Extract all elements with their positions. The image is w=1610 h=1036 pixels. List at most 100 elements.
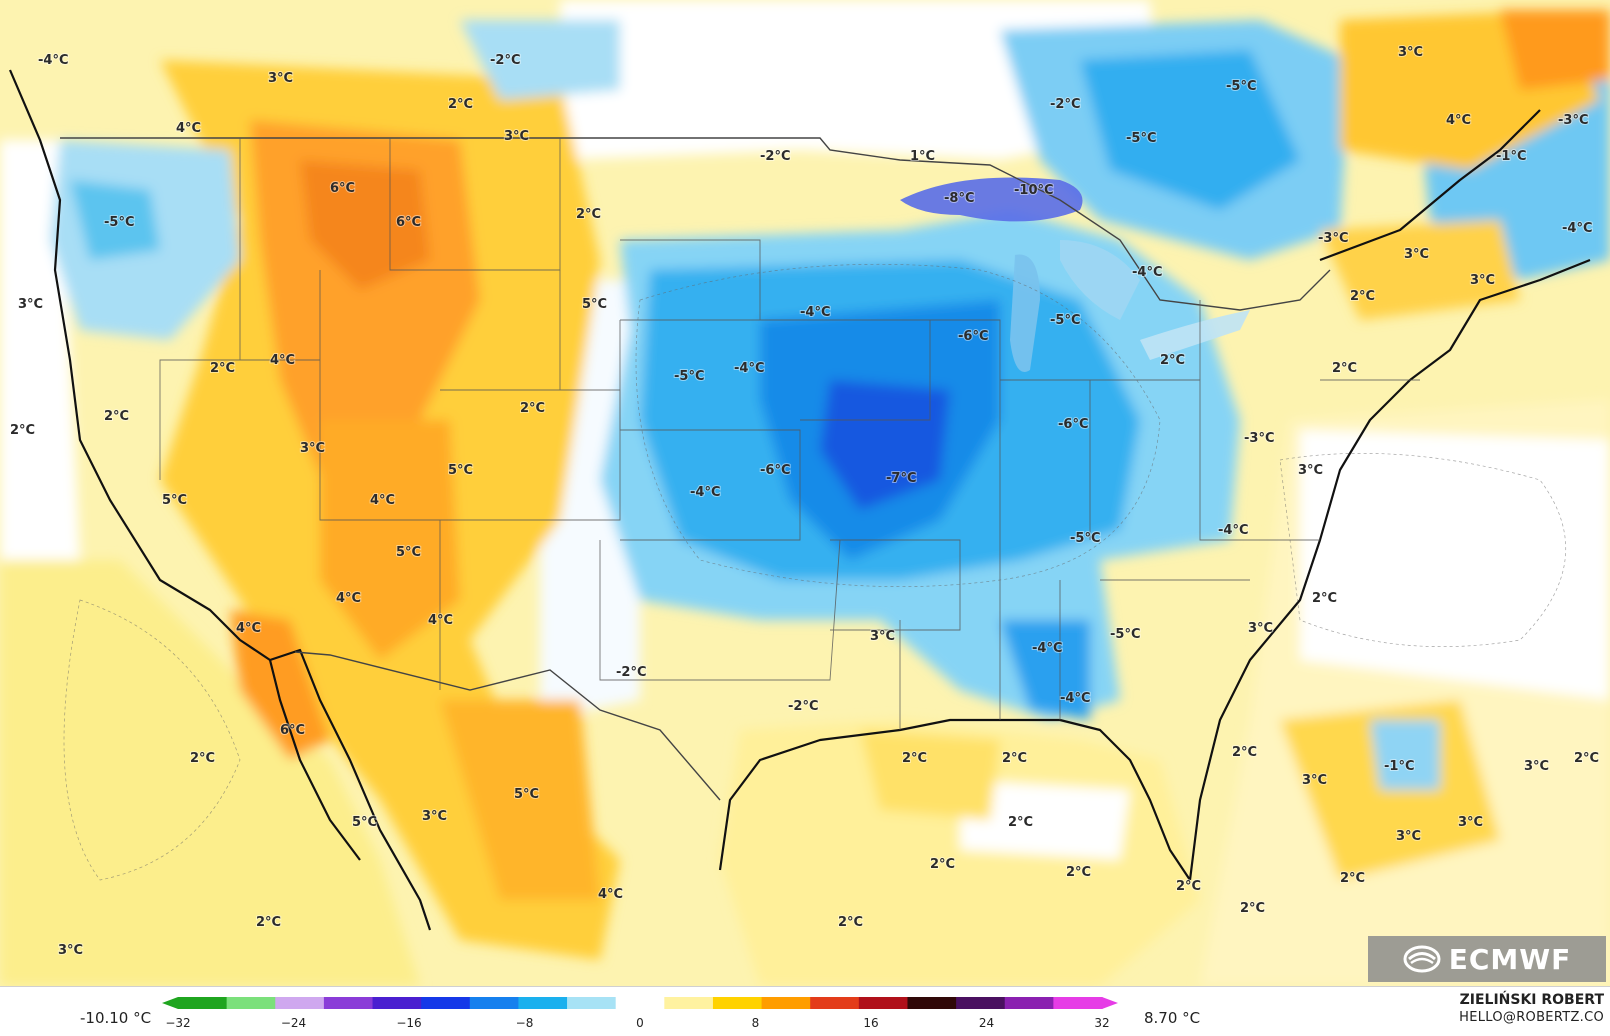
temp-label: 3°C — [58, 943, 83, 958]
temp-label: 4°C — [428, 613, 453, 628]
west-coast-line — [8, 69, 432, 931]
temp-label: -3°C — [1318, 231, 1348, 246]
temp-label: 2°C — [520, 401, 545, 416]
colorbar-cell — [664, 997, 714, 1009]
temp-label: 3°C — [18, 297, 43, 312]
temp-label: -5°C — [1110, 627, 1140, 642]
temp-label: -5°C — [1050, 313, 1080, 328]
temp-label: -10°C — [1014, 183, 1054, 198]
temp-label: 2°C — [838, 915, 863, 930]
colorbar-cell — [761, 997, 811, 1009]
temp-label: -5°C — [1126, 131, 1156, 146]
temp-label: -5°C — [1226, 79, 1256, 94]
ecmwf-logo: ECMWF — [1368, 936, 1606, 982]
temp-label: -4°C — [38, 53, 68, 68]
temp-label: -4°C — [1218, 523, 1248, 538]
temp-label: -4°C — [690, 485, 720, 500]
colorbar-right-arrow — [1102, 997, 1118, 1009]
canada-border — [60, 137, 1331, 311]
temp-label: 3°C — [1458, 815, 1483, 830]
temp-label: 2°C — [1574, 751, 1599, 766]
legend-min-value: -10.10 °C — [80, 1009, 152, 1027]
temp-label: 3°C — [504, 129, 529, 144]
temp-label: -6°C — [1058, 417, 1088, 432]
temp-label: -7°C — [886, 471, 916, 486]
temp-label: -4°C — [1562, 221, 1592, 236]
temp-label: 6°C — [396, 215, 421, 230]
colorbar-cell — [810, 997, 860, 1009]
colorbar-tick-label: 24 — [979, 1016, 994, 1030]
gulf-of-mexico-region — [720, 720, 1200, 986]
temp-label: 5°C — [448, 463, 473, 478]
temp-label: 3°C — [300, 441, 325, 456]
temp-label: 2°C — [1002, 751, 1027, 766]
temp-label: 3°C — [1298, 463, 1323, 478]
temp-label: -3°C — [1558, 113, 1588, 128]
mexico-border — [294, 651, 721, 801]
north-east-coast-line — [1319, 109, 1541, 262]
temp-label: 4°C — [176, 121, 201, 136]
temp-label: 2°C — [190, 751, 215, 766]
colorbar-cell — [567, 997, 617, 1009]
colorbar-cell — [178, 997, 228, 1009]
temp-label: -5°C — [674, 369, 704, 384]
colorbar-tick-label: 8 — [752, 1016, 760, 1030]
temp-label: -1°C — [1384, 759, 1414, 774]
colorbar: −32 −24 −16 −8 0 8 16 24 32 — [162, 997, 1118, 1030]
temp-label: -4°C — [734, 361, 764, 376]
temp-label: 5°C — [514, 787, 539, 802]
temp-label: 2°C — [902, 751, 927, 766]
temp-label: -4°C — [800, 305, 830, 320]
temp-label: 2°C — [448, 97, 473, 112]
temp-label: -3°C — [1244, 431, 1274, 446]
temp-label: 2°C — [1240, 901, 1265, 916]
temp-label: -2°C — [760, 149, 790, 164]
temp-label: 2°C — [1350, 289, 1375, 304]
temp-label: 2°C — [1008, 815, 1033, 830]
colorbar-cell — [858, 997, 909, 1009]
temp-label: 6°C — [280, 723, 305, 738]
temp-label: -5°C — [104, 215, 134, 230]
temp-label: -2°C — [788, 699, 818, 714]
temp-label: 2°C — [1160, 353, 1185, 368]
colorbar-cell — [372, 997, 422, 1009]
pacific-ocean-region — [0, 560, 420, 986]
temp-label: 2°C — [930, 857, 955, 872]
temp-label: 5°C — [396, 545, 421, 560]
temp-label: 3°C — [268, 71, 293, 86]
temp-label: -1°C — [1496, 149, 1526, 164]
colorbar-tick-label: 32 — [1094, 1016, 1109, 1030]
author-credit: ZIELIŃSKI ROBERT HELLO@ROBERTZ.CO — [1459, 991, 1604, 1027]
colorbar-cell — [421, 997, 471, 1009]
temp-label: 3°C — [1302, 773, 1327, 788]
colorbar-cell — [275, 997, 325, 1009]
temp-label: 2°C — [1232, 745, 1257, 760]
temp-label: 2°C — [1312, 591, 1337, 606]
ecmwf-logo-text: ECMWF — [1448, 942, 1572, 976]
temp-label: 3°C — [1396, 829, 1421, 844]
colorbar-cell — [469, 997, 520, 1009]
colorbar-left-arrow — [162, 997, 178, 1009]
temp-label: 6°C — [330, 181, 355, 196]
colorbar-tick-label: 16 — [863, 1016, 878, 1030]
temp-label: 2°C — [10, 423, 35, 438]
temp-label: 3°C — [1470, 273, 1495, 288]
colorbar-cell — [956, 997, 1006, 1009]
temp-label: 4°C — [270, 353, 295, 368]
temp-label: -8°C — [944, 191, 974, 206]
temperature-anomaly-map: -4°C -2°C 2°C 3°C 4°C 3°C -2°C 1°C -2°C … — [0, 0, 1610, 986]
temp-label: 2°C — [256, 915, 281, 930]
temp-label: -4°C — [1060, 691, 1090, 706]
temp-label: 4°C — [598, 887, 623, 902]
colorbar-tick-label: 0 — [636, 1016, 644, 1030]
temp-label: 2°C — [104, 409, 129, 424]
legend-max-value: 8.70 °C — [1144, 1009, 1201, 1027]
colorbar-cell — [323, 997, 374, 1009]
colorbar-tick-label: −16 — [396, 1016, 421, 1030]
temp-label: 3°C — [1248, 621, 1273, 636]
temp-label: 3°C — [1398, 45, 1423, 60]
temp-label: 3°C — [1524, 759, 1549, 774]
temp-label: 2°C — [210, 361, 235, 376]
temp-label: 2°C — [1332, 361, 1357, 376]
temp-label: -6°C — [760, 463, 790, 478]
